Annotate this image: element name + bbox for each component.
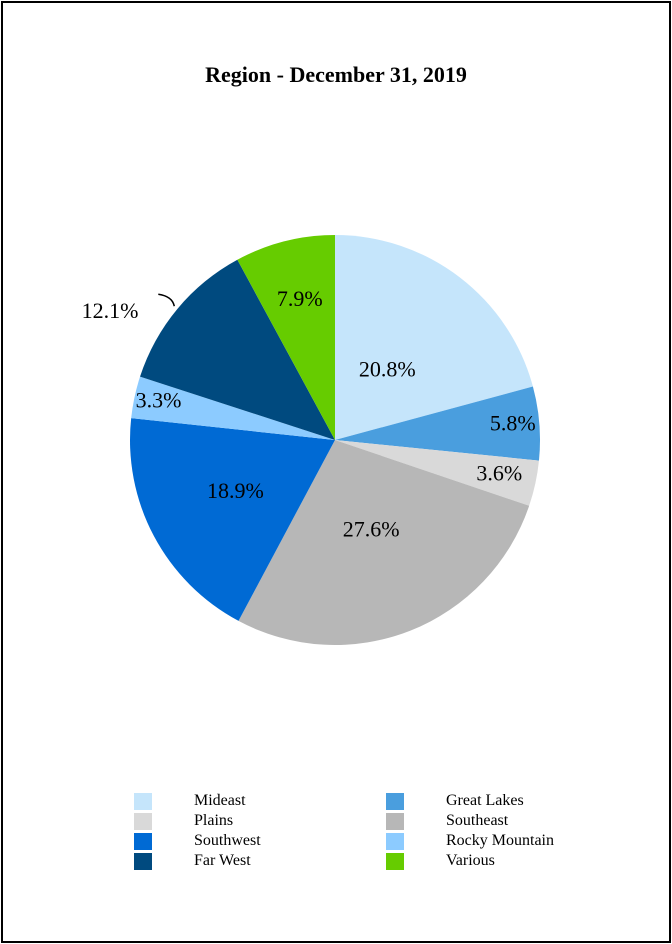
chart-legend: Mideast Great Lakes Plains Southeast Southwe… (134, 792, 594, 870)
legend-label: Great Lakes (446, 792, 524, 809)
pie-label-rocky-mountain: 3.3% (136, 387, 182, 412)
legend-swatch (386, 792, 404, 810)
legend-swatch (386, 852, 404, 870)
chart-title: Region - December 31, 2019 (205, 62, 467, 87)
pie-slice-plains (335, 440, 539, 506)
pie-label-southeast: 27.6% (343, 517, 400, 542)
legend-item-southwest: Southwest (134, 832, 386, 850)
legend-label: Rocky Mountain (446, 832, 554, 849)
pie-label-plains: 3.6% (476, 461, 522, 486)
legend-item-rocky-mountain: Rocky Mountain (386, 832, 594, 850)
pie-slice-great-lakes (335, 386, 540, 461)
pie-slice-southeast (238, 440, 530, 645)
legend-swatch (134, 852, 152, 870)
legend-swatch (134, 792, 152, 810)
legend-swatch (134, 832, 152, 850)
legend-swatch (386, 812, 404, 830)
pie-slice-mideast (335, 235, 533, 440)
pie-label-mideast: 20.8% (359, 357, 416, 382)
pie-label-great-lakes: 5.8% (490, 410, 536, 435)
legend-label: Plains (194, 812, 234, 829)
pie-slice-southwest (130, 418, 335, 621)
legend-label: Southeast (446, 812, 509, 829)
pie-label-southwest: 18.9% (207, 478, 264, 503)
label-leader-line (158, 293, 176, 307)
legend-item-mideast: Mideast (134, 792, 386, 810)
pie-slice-rocky-mountain (131, 376, 335, 440)
legend-label: Southwest (194, 832, 261, 849)
legend-swatch (386, 832, 404, 850)
legend-label: Various (446, 852, 495, 869)
legend-item-various: Various (386, 852, 594, 870)
legend-label: Far West (194, 852, 251, 869)
legend-item-great-lakes: Great Lakes (386, 792, 594, 810)
pie-slice-far-west (140, 259, 335, 440)
legend-item-plains: Plains (134, 812, 386, 830)
legend-item-far-west: Far West (134, 852, 386, 870)
pie-slice-various (237, 235, 335, 440)
legend-label: Mideast (194, 792, 246, 809)
pie-label-various: 7.9% (277, 286, 323, 311)
legend-item-southeast: Southeast (386, 812, 594, 830)
legend-swatch (134, 812, 152, 830)
pie-label-far-west: 12.1% (82, 298, 139, 323)
